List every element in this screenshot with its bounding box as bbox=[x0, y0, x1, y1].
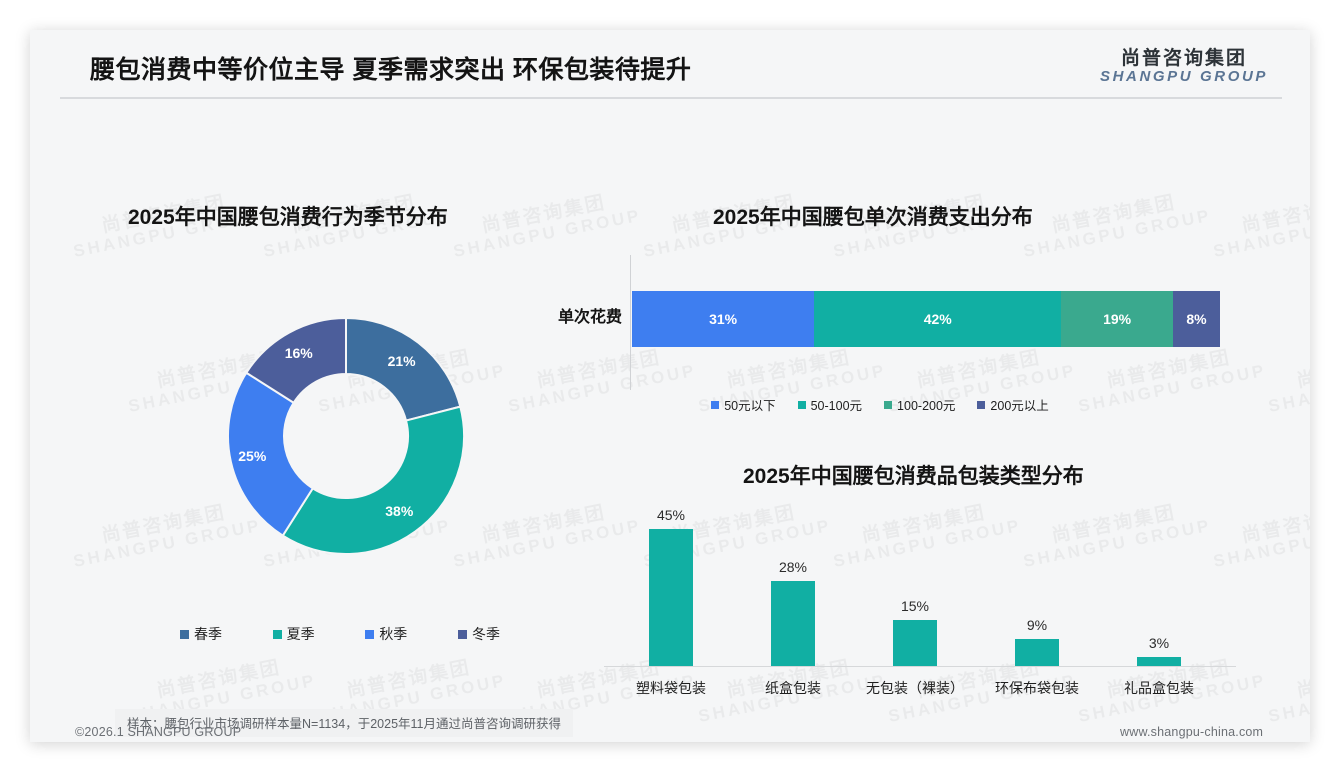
column-category-label: 环保布袋包装 bbox=[995, 680, 1079, 696]
column-bar[interactable] bbox=[771, 580, 815, 666]
column-bar[interactable] bbox=[1137, 656, 1181, 666]
column-chart-plot: 45% 塑料袋包装 28% 纸盒包装 15% 无包装（裸装） 9% 环保布袋包装 3% 礼品盒包装 bbox=[600, 500, 1240, 696]
column-chart-column: 3% 礼品盒包装 bbox=[1098, 500, 1220, 696]
column-bar[interactable] bbox=[649, 529, 693, 666]
donut-legend-label: 春季 bbox=[194, 626, 222, 642]
column-chart-column: 9% 环保布袋包装 bbox=[976, 500, 1098, 696]
column-category-label: 纸盒包装 bbox=[765, 680, 821, 696]
sample-note: 样本：腰包行业市场调研样本量N=1134，于2025年11月通过尚普咨询调研获得 bbox=[115, 709, 573, 737]
legend-swatch-icon bbox=[457, 629, 467, 639]
donut-chart-title: 2025年中国腰包消费行为季节分布 bbox=[128, 206, 448, 229]
footer: ©2026.1 SHANGPU GROUP www.shangpu-china.… bbox=[30, 714, 1310, 750]
donut-slice[interactable] bbox=[345, 316, 462, 422]
stacked-bar-axis-line bbox=[630, 255, 631, 390]
stacked-bar-segment-label: 31% bbox=[709, 311, 738, 327]
donut-slice[interactable] bbox=[227, 371, 315, 538]
stacked-bar-legend-label: 200元以上 bbox=[990, 399, 1049, 413]
donut-legend-item[interactable]: 春季 bbox=[180, 624, 222, 644]
donut-legend-item[interactable]: 冬季 bbox=[457, 624, 500, 644]
donut-legend-label: 夏季 bbox=[286, 626, 315, 642]
stacked-bar-legend-item[interactable]: 100-200元 bbox=[884, 395, 955, 414]
header-divider bbox=[60, 97, 1282, 99]
column-chart-baseline bbox=[604, 666, 1236, 667]
donut-slice-label: 38% bbox=[385, 503, 414, 520]
stacked-bar-segment[interactable]: 31% bbox=[632, 291, 815, 347]
legend-swatch-icon bbox=[180, 629, 189, 639]
donut-slice-label: 16% bbox=[284, 344, 313, 361]
column-value-label: 45% bbox=[656, 507, 686, 524]
stacked-bar-legend-label: 100-200元 bbox=[897, 399, 956, 413]
donut-legend-label: 秋季 bbox=[379, 626, 408, 642]
stacked-bar-legend-item[interactable]: 50-100元 bbox=[797, 395, 863, 414]
stacked-bar-segment[interactable]: 42% bbox=[814, 291, 1062, 347]
column-value-label: 9% bbox=[1026, 616, 1048, 633]
stacked-bar-legend-item[interactable]: 50元以下 bbox=[711, 395, 776, 414]
stacked-bar-legend-label: 50元以下 bbox=[724, 399, 776, 413]
stacked-bar-chart: 单次花费 31% 42% 19% 8% 50元以下 50-100元 100-200元 200… bbox=[530, 255, 1230, 415]
column-bar[interactable] bbox=[1015, 638, 1059, 666]
donut-legend-label: 冬季 bbox=[471, 626, 500, 642]
brand-logo: 尚普咨询集团 SHANGPU GROUP bbox=[1100, 48, 1268, 86]
legend-swatch-icon bbox=[711, 400, 720, 409]
page-title: 腰包消费中等价位主导 夏季需求突出 环保包装待提升 bbox=[90, 56, 692, 84]
column-value-label: 28% bbox=[778, 558, 808, 575]
column-chart-title: 2025年中国腰包消费品包装类型分布 bbox=[743, 465, 1084, 488]
stacked-bar-segment[interactable]: 19% bbox=[1061, 291, 1173, 347]
column-category-label: 塑料袋包装 bbox=[636, 680, 706, 696]
legend-swatch-icon bbox=[797, 400, 806, 409]
stacked-bar-segment-label: 42% bbox=[923, 311, 952, 327]
donut-legend-item[interactable]: 秋季 bbox=[365, 624, 407, 644]
stacked-bar-legend-item[interactable]: 200元以上 bbox=[977, 395, 1049, 414]
stacked-bar-legend-label: 50-100元 bbox=[810, 399, 863, 413]
legend-swatch-icon bbox=[365, 629, 375, 639]
stacked-bar-segment-label: 8% bbox=[1186, 311, 1207, 327]
legend-swatch-icon bbox=[272, 629, 282, 639]
column-value-label: 15% bbox=[900, 598, 930, 615]
logo-text-cn: 尚普咨询集团 bbox=[1121, 48, 1248, 69]
legend-swatch-icon bbox=[977, 400, 986, 409]
donut-slice[interactable] bbox=[244, 316, 347, 405]
stacked-bar-segment[interactable]: 8% bbox=[1172, 291, 1220, 347]
donut-svg bbox=[227, 316, 465, 555]
header: 腰包消费中等价位主导 夏季需求突出 环保包装待提升 尚普咨询集团 SHANGPU… bbox=[30, 30, 1310, 97]
logo-text-en: SHANGPU GROUP bbox=[1100, 68, 1268, 86]
column-chart-column: 15% 无包装（裸装） bbox=[854, 500, 976, 696]
donut-slice[interactable] bbox=[281, 405, 465, 555]
column-chart-column: 45% 塑料袋包装 bbox=[610, 500, 732, 696]
footer-website: www.shangpu-china.com bbox=[1120, 725, 1264, 739]
column-chart: 45% 塑料袋包装 28% 纸盒包装 15% 无包装（裸装） 9% 环保布袋包装 3% 礼品盒包装 bbox=[600, 500, 1240, 710]
stacked-bar-category-label: 单次花费 bbox=[557, 309, 622, 326]
stacked-bar-track: 31% 42% 19% 8% bbox=[632, 291, 1220, 347]
column-category-label: 礼品盒包装 bbox=[1124, 680, 1194, 696]
column-value-label: 3% bbox=[1148, 634, 1170, 651]
stacked-bar-legend: 50元以下 50-100元 100-200元 200元以上 bbox=[530, 395, 1230, 414]
footer-copyright: ©2026.1 SHANGPU GROUP bbox=[75, 725, 242, 739]
donut-legend: 春季 夏季 秋季 冬季 bbox=[180, 624, 500, 644]
column-bar[interactable] bbox=[893, 620, 937, 666]
donut-chart: 21% 38% 25% 16% bbox=[226, 316, 466, 556]
donut-slice-label: 25% bbox=[238, 447, 267, 464]
column-category-label: 无包装（裸装） bbox=[866, 680, 964, 696]
donut-slice-label: 21% bbox=[387, 352, 416, 369]
legend-swatch-icon bbox=[884, 400, 893, 409]
column-chart-column: 28% 纸盒包装 bbox=[732, 500, 854, 696]
donut-legend-item[interactable]: 夏季 bbox=[272, 624, 315, 644]
stacked-bar-chart-title: 2025年中国腰包单次消费支出分布 bbox=[713, 206, 1033, 229]
stacked-bar-segment-label: 19% bbox=[1103, 311, 1132, 327]
